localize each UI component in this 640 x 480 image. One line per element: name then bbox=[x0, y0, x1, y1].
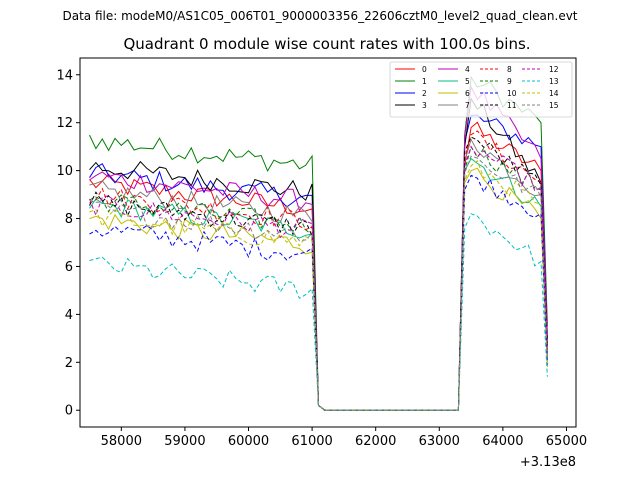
legend-label-6: 6 bbox=[465, 89, 470, 98]
legend-label-12: 12 bbox=[549, 65, 559, 74]
legend-label-0: 0 bbox=[422, 65, 427, 74]
y-tick-label: 10 bbox=[56, 164, 73, 179]
x-tick-label: 64000 bbox=[482, 434, 523, 449]
y-tick-label: 2 bbox=[65, 356, 73, 371]
x-tick-label: 58000 bbox=[101, 434, 142, 449]
legend-label-11: 11 bbox=[507, 101, 517, 110]
figure-suptitle: Data file: modeM0/AS1C05_006T01_90000033… bbox=[62, 9, 577, 23]
legend-label-10: 10 bbox=[507, 89, 517, 98]
chart-title: Quadrant 0 module wise count rates with … bbox=[123, 35, 530, 53]
legend-label-14: 14 bbox=[549, 89, 559, 98]
series-line-13 bbox=[89, 213, 548, 411]
x-tick-label: 62000 bbox=[355, 434, 396, 449]
x-tick-label: 61000 bbox=[291, 434, 332, 449]
y-tick-label: 6 bbox=[65, 260, 73, 275]
legend-label-15: 15 bbox=[549, 101, 559, 110]
legend-label-2: 2 bbox=[422, 89, 427, 98]
legend-label-5: 5 bbox=[465, 77, 470, 86]
series-line-12 bbox=[89, 145, 548, 411]
y-tick-label: 8 bbox=[65, 212, 73, 227]
legend-label-7: 7 bbox=[465, 101, 470, 110]
legend-label-9: 9 bbox=[507, 77, 512, 86]
y-tick-label: 0 bbox=[65, 404, 73, 419]
x-axis-offset-label: +3.13e8 bbox=[520, 455, 576, 470]
x-tick-label: 60000 bbox=[228, 434, 269, 449]
series-line-8 bbox=[89, 130, 548, 411]
y-tick-label: 12 bbox=[56, 116, 73, 131]
legend-label-13: 13 bbox=[549, 77, 559, 86]
legend-label-3: 3 bbox=[422, 101, 427, 110]
x-tick-label: 65000 bbox=[546, 434, 587, 449]
x-axis: 58000 59000 60000 61000 62000 63000 64000 65000 bbox=[101, 427, 587, 449]
legend-label-4: 4 bbox=[465, 65, 470, 74]
legend-label-8: 8 bbox=[507, 65, 512, 74]
y-tick-label: 14 bbox=[56, 68, 73, 83]
y-tick-label: 4 bbox=[65, 308, 73, 323]
legend-label-1: 1 bbox=[422, 77, 427, 86]
series-layer bbox=[89, 75, 548, 411]
x-tick-label: 63000 bbox=[419, 434, 460, 449]
plot-area: 58000 59000 60000 61000 62000 63000 64000 65000… bbox=[56, 57, 587, 470]
legend-frame bbox=[389, 61, 573, 118]
y-axis: 0 2 4 6 8 10 12 14 bbox=[56, 68, 80, 419]
series-line-15 bbox=[89, 155, 548, 411]
axes-frame bbox=[79, 57, 577, 428]
x-tick-label: 59000 bbox=[164, 434, 205, 449]
